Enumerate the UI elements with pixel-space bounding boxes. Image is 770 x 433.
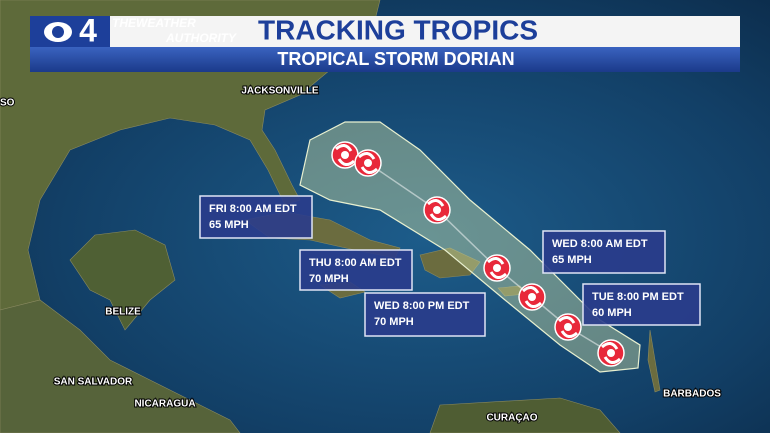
forecast-time: TUE 8:00 PM EDT [592, 291, 684, 303]
place-label: BARBADOS [663, 389, 721, 400]
place-label: NICARAGUA [134, 399, 195, 410]
storm-eye [341, 151, 349, 159]
storm-eye [564, 323, 572, 331]
forecast-box [364, 292, 486, 337]
storm-swirl [601, 342, 621, 364]
forecast-cone [299, 121, 641, 373]
forecast-time: WED 8:00 PM EDT [374, 300, 470, 312]
channel-number: 4 [79, 12, 97, 48]
forecast-wind: 65 MPH [209, 219, 249, 231]
header-bar [30, 16, 740, 47]
storm-swirl [558, 316, 578, 338]
place-label: CURAÇAO [486, 413, 537, 424]
forecast-box [299, 249, 413, 291]
storm-swirl [487, 257, 507, 279]
forecast-box [582, 283, 701, 326]
place-label: JACKSONVILLE [241, 86, 319, 97]
forecast-time: THU 8:00 AM EDT [309, 257, 402, 269]
place-label: SAN SALVADOR [54, 377, 133, 388]
storm-eye [607, 349, 615, 357]
forecast-box [542, 230, 666, 274]
storm-eye [433, 206, 441, 214]
storm-eye [528, 293, 536, 301]
logo-line2: AUTHORITY [165, 31, 237, 45]
storm-swirl [358, 152, 378, 174]
subtitle: TROPICAL STORM DORIAN [277, 49, 514, 69]
forecast-time: FRI 8:00 AM EDT [209, 203, 297, 215]
place-label: BELIZE [105, 307, 141, 318]
storm-eye [493, 264, 501, 272]
cbs-pupil [52, 26, 64, 38]
forecast-wind: 65 MPH [552, 254, 592, 266]
forecast-wind: 70 MPH [374, 316, 414, 328]
logo-line1: THEWEATHER [112, 16, 196, 30]
place-label: SO [0, 98, 15, 109]
storm-swirl [335, 144, 355, 166]
storm-swirl [522, 286, 542, 308]
forecast-time: WED 8:00 AM EDT [552, 238, 648, 250]
storm-swirl [427, 199, 447, 221]
title: TRACKING TROPICS [258, 14, 538, 45]
forecast-wind: 70 MPH [309, 273, 349, 285]
forecast-box [199, 195, 313, 239]
subheader-bar [30, 47, 740, 72]
forecast-wind: 60 MPH [592, 307, 632, 319]
storm-eye [364, 159, 372, 167]
